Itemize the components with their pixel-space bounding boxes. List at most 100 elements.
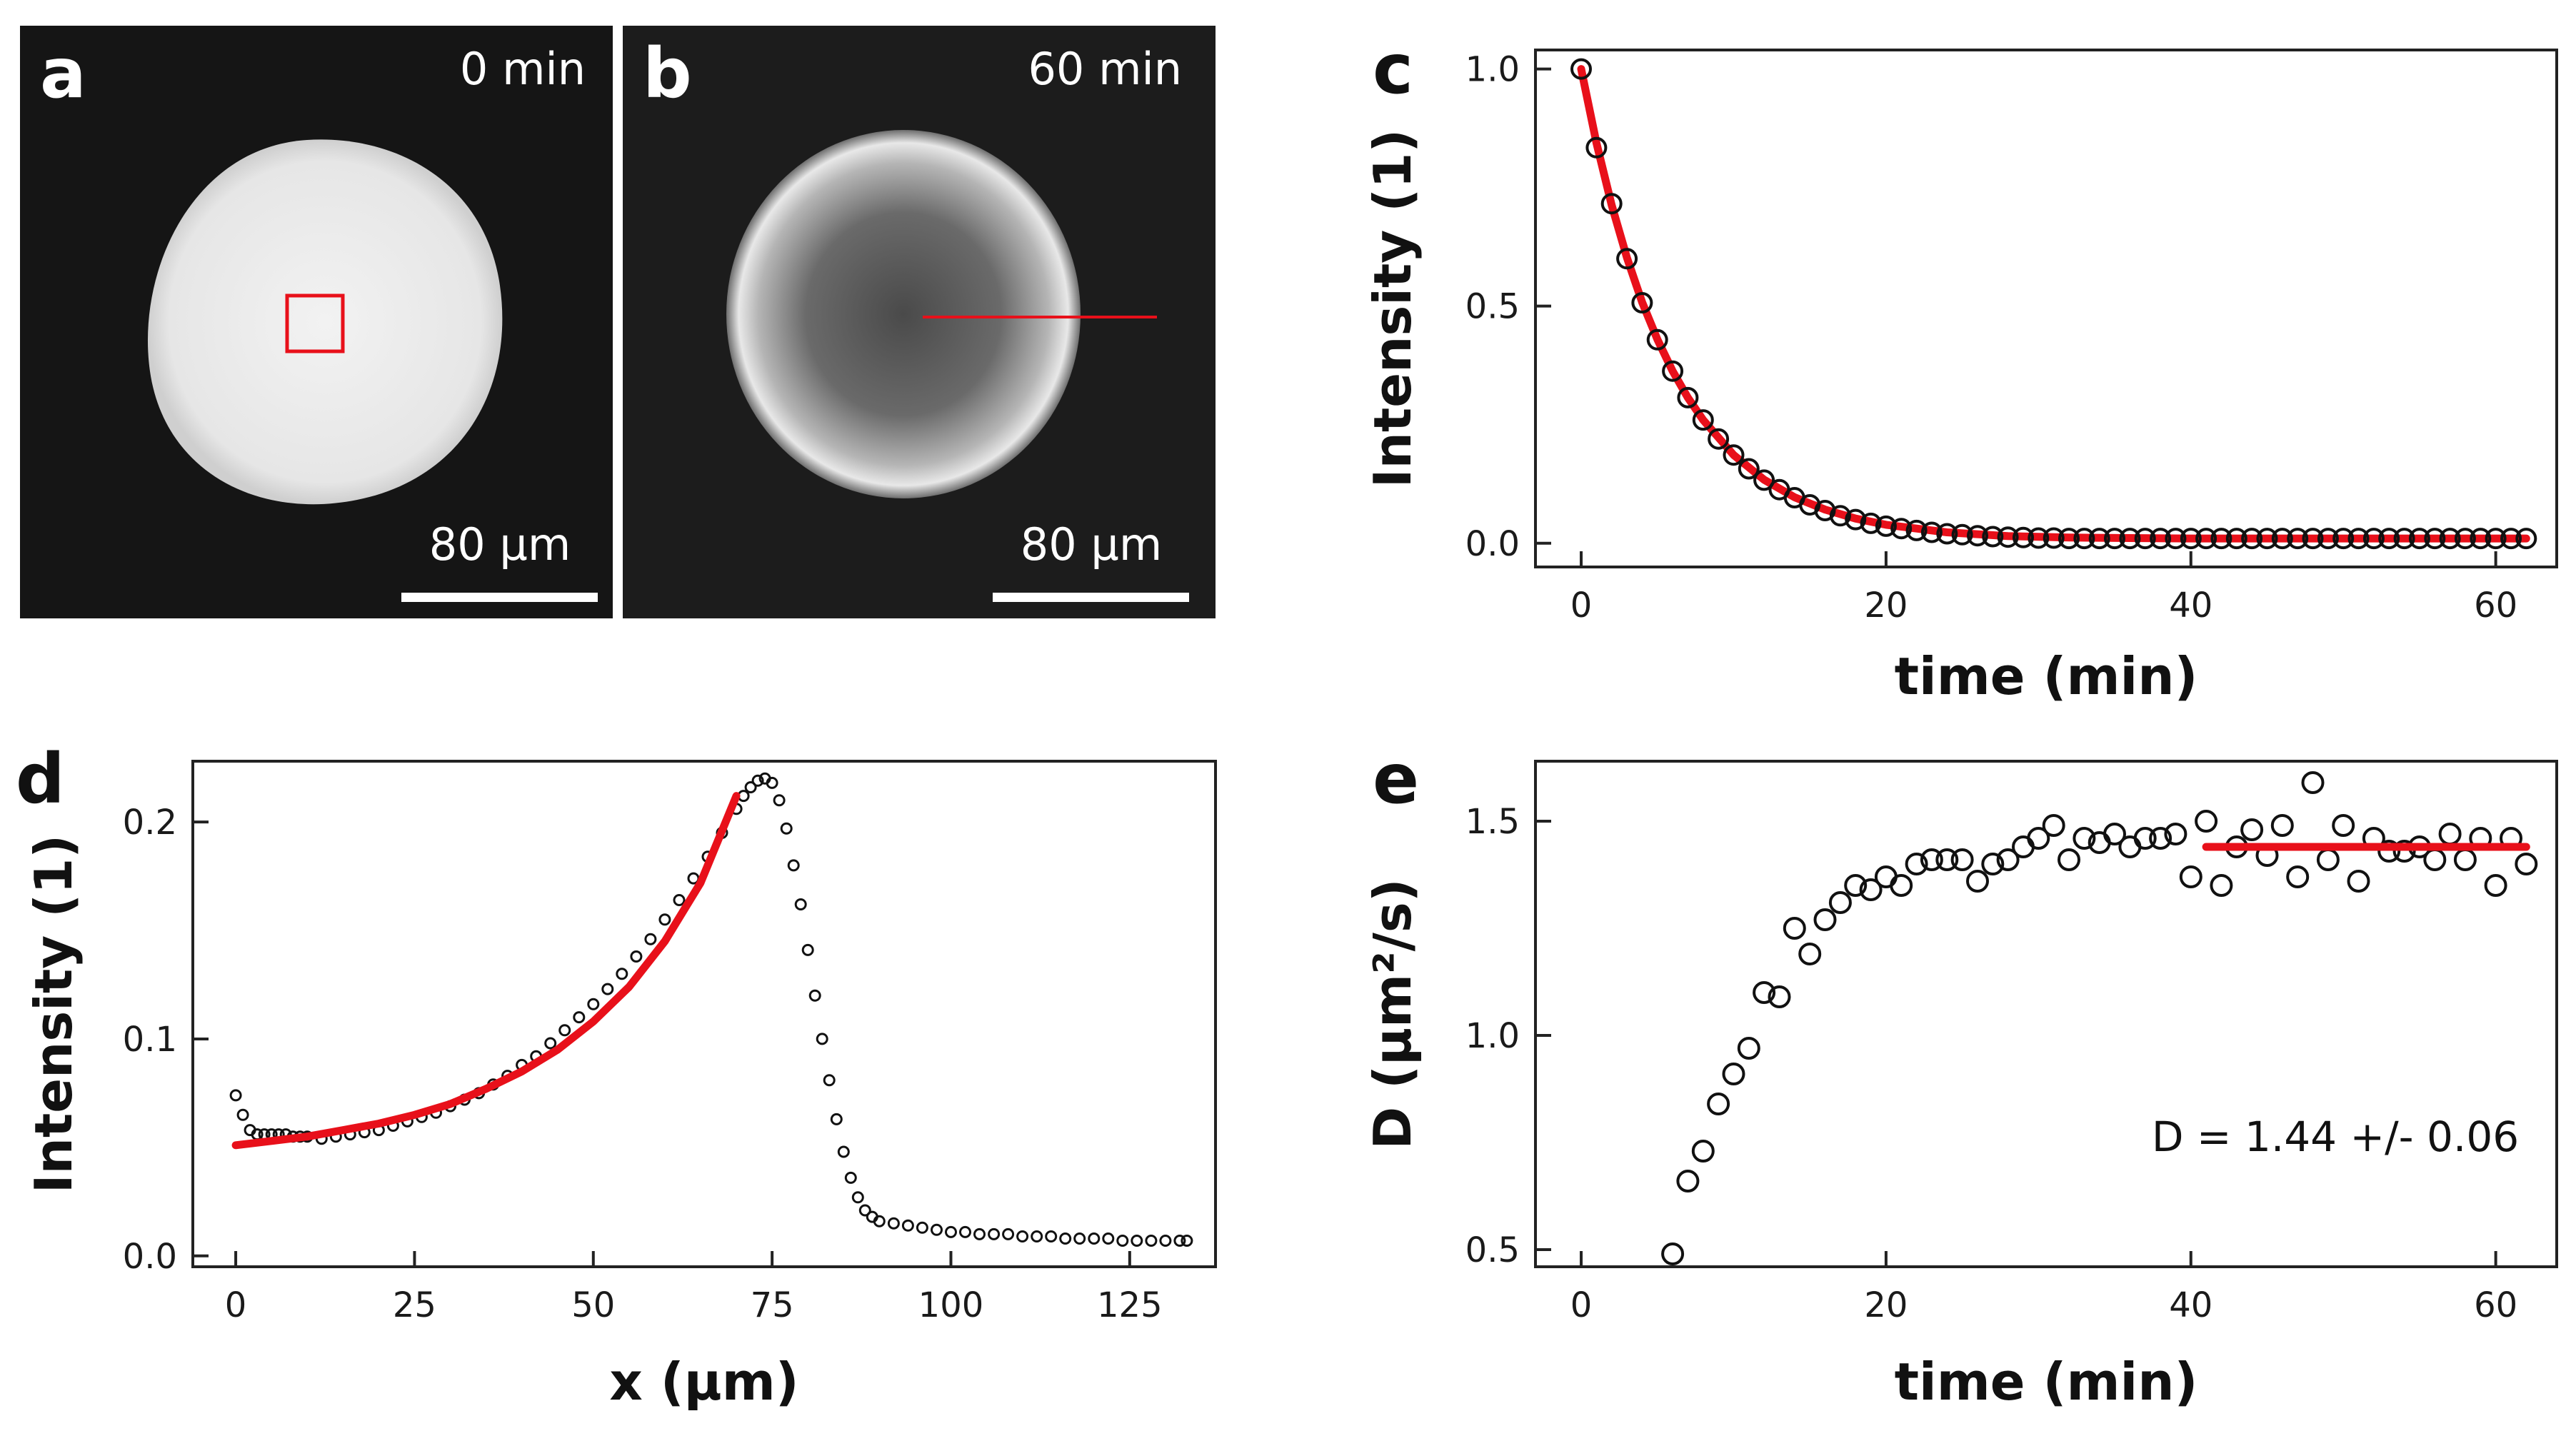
x-tick-label-c: 40 [2169, 586, 2212, 626]
data-point-d [673, 894, 686, 906]
fits-d [231, 792, 741, 1150]
data-point-e [2316, 848, 2340, 871]
data-point-c [1738, 458, 1760, 480]
data-point-d [1173, 1235, 1186, 1247]
data-point-e [2423, 848, 2447, 871]
data-point-c [2256, 528, 2278, 550]
droplet-b [726, 130, 1081, 498]
data-point-c [1677, 386, 1699, 408]
data-point-c [1997, 526, 2019, 548]
data-point-e [2240, 818, 2264, 841]
data-point-e [2301, 771, 2325, 794]
data-point-d [766, 776, 778, 789]
data-point-c [2271, 528, 2293, 550]
data-point-d [1116, 1235, 1129, 1247]
data-point-d [844, 1171, 857, 1184]
plot-frame-d [191, 760, 1217, 1268]
panel-a: a 0 min 80 µm [20, 26, 613, 618]
data-point-e [1707, 1093, 1730, 1115]
data-point-c [1951, 523, 1973, 546]
data-point-e [1966, 870, 1989, 893]
data-point-d [658, 913, 671, 926]
data-point-d [973, 1227, 986, 1240]
data-point-c [2013, 526, 2034, 548]
data-point-d [1088, 1232, 1101, 1245]
data-point-c [1936, 523, 1958, 545]
panel-letter-c: c [1373, 29, 1413, 109]
data-point-d [601, 983, 614, 995]
data-point-d [1131, 1235, 1143, 1247]
data-point-c [2424, 528, 2446, 550]
data-point-e [1676, 1170, 1700, 1192]
droplet-a [147, 139, 503, 505]
x-axis-title-e: time (min) [1895, 1352, 2198, 1412]
data-point-d [616, 968, 628, 980]
data-point-c [1845, 508, 1867, 531]
data-point-e [1981, 853, 2005, 875]
x-tick-label-d: 0 [225, 1285, 247, 1325]
data-point-d [544, 1037, 557, 1050]
data-point-c [1860, 512, 1882, 534]
data-point-d [644, 933, 657, 945]
x-tick-label-e: 40 [2169, 1285, 2212, 1325]
data-point-e [1950, 848, 1974, 871]
data-point-c [2150, 528, 2172, 550]
data-point-e [2195, 810, 2218, 833]
panel-letter-e: e [1373, 739, 1419, 819]
data-point-c [2408, 528, 2430, 550]
data-point-d [1102, 1232, 1115, 1245]
data-point-c [2500, 528, 2522, 550]
roi-box [285, 293, 345, 353]
y-axis-title-c: Intensity (1) [1363, 129, 1423, 488]
data-point-e [1783, 917, 1806, 940]
data-point-c [1692, 409, 1714, 431]
data-point-c [1753, 469, 1775, 491]
data-point-d [1181, 1235, 1193, 1247]
data-point-e [2392, 840, 2416, 863]
data-point-e [1874, 865, 1898, 888]
plot-frame-c [1534, 49, 2558, 568]
x-tick-label-d: 75 [751, 1285, 794, 1325]
data-point-e [2332, 814, 2355, 837]
data-point-e [2438, 823, 2462, 845]
data-point-c [2043, 527, 2065, 549]
data-point-d [1002, 1227, 1015, 1240]
annotation-d-value: D = 1.44 +/- 0.06 [2152, 1113, 2519, 1161]
data-point-c [1723, 444, 1745, 466]
data-point-d [945, 1225, 957, 1238]
chart-d: d 0 25 50 75 100 125 0.0 0.1 0.2 x (µm) Intensit… [16, 739, 1217, 1412]
x-tick-label-d: 100 [918, 1285, 984, 1325]
data-point-e [2484, 874, 2507, 897]
time-label-b: 60 min [1028, 43, 1182, 95]
data-point-c [1982, 526, 2004, 548]
y-tick-label-c: 0.0 [1465, 524, 1520, 564]
data-point-d [751, 774, 764, 787]
data-point-d [558, 1024, 571, 1037]
data-point-e [2515, 853, 2538, 875]
data-point-c [1646, 328, 1668, 351]
data-point-e [2286, 865, 2310, 888]
data-point-d [630, 950, 643, 963]
data-point-c [2515, 528, 2537, 550]
y-tick-label-d: 0.2 [123, 803, 177, 843]
y-tick-label-e: 1.5 [1465, 802, 1520, 842]
data-point-c [1890, 518, 1913, 540]
data-point-d [787, 859, 800, 872]
data-point-e [1691, 1140, 1715, 1163]
chart-c: c 0 20 40 60 0.0 0.5 1.0 time (min) Intensity … [1363, 29, 2558, 706]
data-point-e [1737, 1037, 1760, 1060]
data-point-c [2470, 528, 2492, 550]
y-tick-label-e: 0.5 [1465, 1230, 1520, 1270]
data-point-c [2302, 528, 2324, 550]
data-point-e [2270, 814, 2294, 837]
data-point-d [236, 1108, 249, 1121]
x-tick-label-c: 60 [2474, 586, 2517, 626]
marks-e [1661, 771, 2538, 1265]
data-point-e [2453, 848, 2477, 871]
data-point-c [1616, 248, 1638, 270]
ticks-d: 0 25 50 75 100 125 0.0 0.1 0.2 [123, 803, 1163, 1325]
ticks-e: 0 20 40 60 0.5 1.0 1.5 [1465, 802, 2518, 1325]
data-point-d [816, 1033, 828, 1045]
data-point-c [2225, 528, 2247, 550]
data-point-d [887, 1217, 900, 1230]
